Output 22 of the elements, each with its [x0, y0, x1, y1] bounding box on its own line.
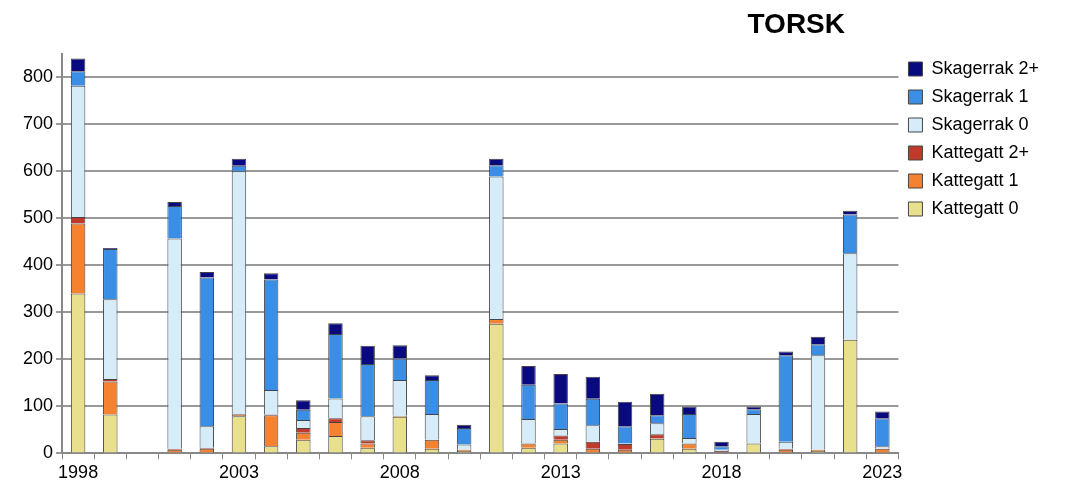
y-tick-label: 800 [22, 66, 54, 87]
y-tick-label: 600 [22, 160, 54, 181]
y-tick-label: 400 [22, 254, 54, 275]
legend-label: Skagerrak 0 [931, 113, 1029, 134]
legend-label: Kattegatt 2+ [931, 141, 1030, 162]
legend-label: Skagerrak 1 [931, 85, 1029, 106]
x-tick-label: 2023 [862, 462, 903, 483]
x-tick-label: 2013 [540, 462, 581, 483]
y-tick-label: 300 [22, 301, 54, 322]
y-tick-label: 0 [43, 442, 54, 463]
x-tick-label: 2003 [218, 462, 259, 483]
x-tick-label: 1998 [58, 462, 99, 483]
y-tick-label: 700 [22, 113, 54, 134]
x-tick-label: 2018 [701, 462, 742, 483]
legend-label: Kattegatt 0 [931, 197, 1019, 218]
y-tick-label: 100 [22, 395, 54, 416]
chart-title: TORSK [746, 7, 845, 40]
legend-label: Kattegatt 1 [931, 169, 1019, 190]
x-tick-label: 2008 [379, 462, 420, 483]
y-tick-label: 200 [22, 348, 54, 369]
legend-label: Skagerrak 2+ [931, 57, 1039, 78]
y-tick-label: 500 [22, 207, 54, 228]
